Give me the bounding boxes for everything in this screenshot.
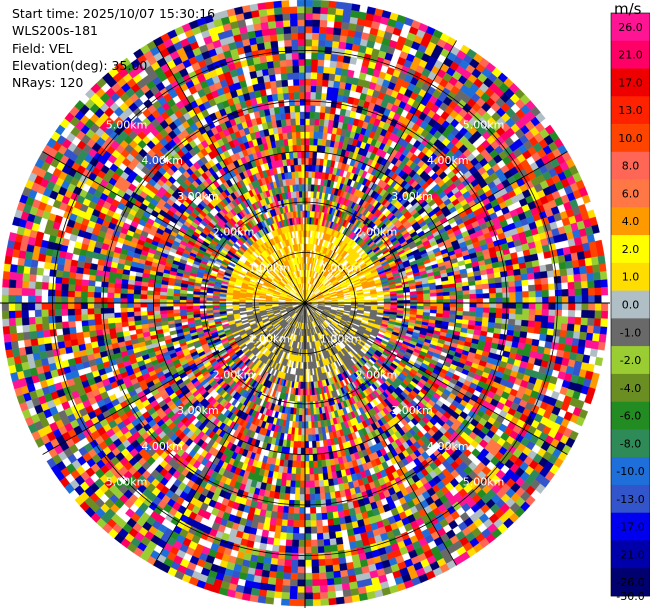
- colorbar-segment: [611, 401, 650, 430]
- colorbar-segment: [611, 568, 650, 597]
- colorbar-segment: [611, 318, 650, 347]
- range-label: 4.00km: [427, 154, 469, 167]
- colorbar-segment: [611, 207, 650, 236]
- azimuth-line: [304, 40, 457, 304]
- range-label: 2.00km: [213, 226, 255, 239]
- colorbar-segment: [611, 40, 650, 69]
- range-label: 2.00km: [213, 368, 255, 381]
- colorbar-segment: [611, 96, 650, 125]
- colorbar-tick-label: 1.0: [622, 271, 640, 284]
- colorbar-tick-label: 26.0: [618, 21, 643, 34]
- range-label: 2.00km: [356, 226, 398, 239]
- range-label: 3.00km: [391, 404, 433, 417]
- colorbar-segment: [611, 540, 650, 569]
- colorbar-tick-label: 8.0: [622, 160, 640, 173]
- range-label: 1.00km: [249, 333, 291, 346]
- colorbar-tick-label: 4.0: [622, 215, 640, 228]
- colorbar-tick-label: -21.0: [616, 548, 644, 561]
- colorbar-tick-label: -26.0: [616, 576, 644, 589]
- colorbar-segment: [611, 346, 650, 375]
- range-label: 4.00km: [141, 154, 183, 167]
- azimuth-line: [42, 302, 306, 455]
- colorbar-segment: [611, 484, 650, 514]
- range-label: 1.00km: [249, 261, 291, 274]
- colorbar-frame: [610, 12, 650, 597]
- start-time-text: Start time: 2025/10/07 15:30:16: [12, 6, 216, 21]
- range-label: 3.00km: [177, 404, 219, 417]
- nrays-text: NRays: 120: [12, 75, 84, 91]
- range-label: 2.00km: [356, 368, 398, 381]
- range-labels: 1.00km 1.00km 1.00km 1.00km 2.00km 2.00km 2.00…: [106, 119, 505, 489]
- colorbar-segment: [611, 235, 650, 264]
- colorbar-tick-label: -13.0: [616, 493, 644, 506]
- colorbar-tick-label: -8.0: [620, 437, 641, 450]
- azimuth-line: [42, 151, 306, 304]
- colorbar-tick-label: -10.0: [616, 465, 644, 478]
- colorbar-segment: [611, 429, 650, 458]
- azimuth-line: [304, 151, 568, 304]
- range-label: 4.00km: [427, 440, 469, 453]
- colorbar-tick-label: -1.0: [620, 326, 641, 339]
- colorbar-tick-label: 13.0: [618, 104, 643, 117]
- range-label: 3.00km: [391, 190, 433, 203]
- colorbar-tick-label: -17.0: [616, 521, 644, 534]
- field-text: Field: VEL: [12, 40, 73, 56]
- colorbar-segment: [611, 13, 650, 42]
- colorbar-tick-label: 0.0: [622, 299, 640, 312]
- instrument-text: WLS200s-181: [12, 23, 98, 39]
- azimuth-line: [304, 302, 568, 455]
- colorbar-tick-label: 2.0: [622, 243, 640, 256]
- colorbar-tick-label: -2.0: [620, 354, 641, 367]
- colorbar-segment: [611, 290, 650, 319]
- colorbar: 26.0 21.0 17.0 13.0 10.0 8.0 6.0 4.0 2.0 1.0 0.0 -1…: [610, 12, 650, 603]
- colorbar-tick-label: -6.0: [620, 410, 641, 423]
- range-label: 3.00km: [177, 190, 219, 203]
- colorbar-tick-label: 17.0: [618, 76, 643, 89]
- colorbar-tick-label: -4.0: [620, 382, 641, 395]
- range-label: 4.00km: [141, 440, 183, 453]
- colorbar-tick-label: 21.0: [618, 49, 643, 62]
- range-label: 5.00km: [106, 119, 148, 132]
- colorbar-segment: [611, 512, 650, 541]
- range-label: 1.00km: [320, 333, 362, 346]
- polar-grid: [0, 0, 610, 608]
- azimuth-line: [304, 302, 457, 566]
- colorbar-tick-label: 10.0: [618, 132, 643, 145]
- elevation-text: Elevation(deg): 35.00: [12, 57, 148, 73]
- colorbar-segment: [611, 124, 650, 153]
- colorbar-tick-label: -30.0: [616, 590, 644, 603]
- colorbar-unit: m/s: [614, 0, 642, 18]
- colorbar-segment: [611, 457, 650, 486]
- info-block: Start time: 2025/10/07 15:30:16 WLS200s-…: [12, 5, 215, 91]
- colorbar-tick-label: 6.0: [622, 188, 640, 201]
- range-label: 1.00km: [320, 261, 362, 274]
- colorbar-segment: [611, 179, 650, 208]
- range-label: 5.00km: [463, 476, 505, 489]
- colorbar-segment: [611, 68, 650, 97]
- colorbar-segment: [611, 262, 650, 291]
- colorbar-segment: [611, 373, 650, 402]
- colorbar-segment: [611, 151, 650, 180]
- azimuth-line: [153, 302, 306, 566]
- range-label: 5.00km: [463, 119, 505, 132]
- azimuth-line: [153, 40, 306, 304]
- range-label: 5.00km: [106, 476, 148, 489]
